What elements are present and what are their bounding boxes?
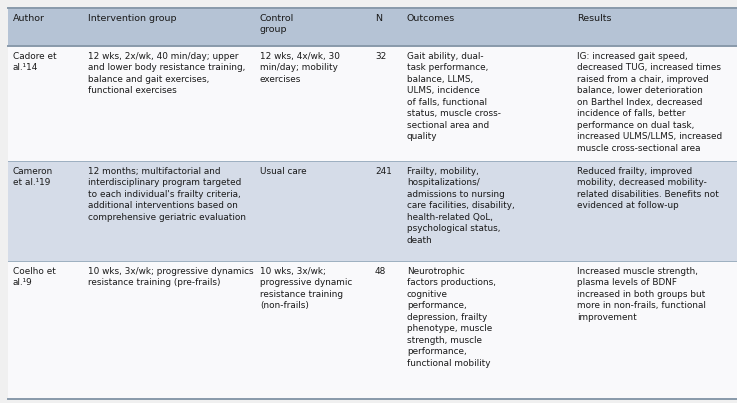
Bar xyxy=(8,261,737,399)
Bar xyxy=(8,46,737,161)
Text: Usual care: Usual care xyxy=(260,167,307,176)
Text: Neurotrophic
factors productions,
cognitive
performance,
depression, frailty
phe: Neurotrophic factors productions, cognit… xyxy=(407,267,496,368)
Text: 10 wks, 3x/wk; progressive dynamics
resistance training (pre-frails): 10 wks, 3x/wk; progressive dynamics resi… xyxy=(88,267,254,287)
Text: Gait ability, dual-
task performance,
balance, LLMS,
ULMS, incidence
of falls, f: Gait ability, dual- task performance, ba… xyxy=(407,52,501,141)
Text: Intervention group: Intervention group xyxy=(88,14,176,23)
Text: Frailty, mobility,
hospitalizations/
admissions to nursing
care facilities, disa: Frailty, mobility, hospitalizations/ adm… xyxy=(407,167,514,245)
Text: Cadore et
al.¹14: Cadore et al.¹14 xyxy=(13,52,57,73)
Text: Control
group: Control group xyxy=(260,14,294,34)
Bar xyxy=(8,8,737,46)
Text: 12 wks, 4x/wk, 30
min/day; mobility
exercises: 12 wks, 4x/wk, 30 min/day; mobility exer… xyxy=(260,52,340,84)
Text: Cameron
et al.¹19: Cameron et al.¹19 xyxy=(13,167,53,187)
Text: 241: 241 xyxy=(375,167,392,176)
Text: Outcomes: Outcomes xyxy=(407,14,455,23)
Text: Coelho et
al.¹9: Coelho et al.¹9 xyxy=(13,267,56,287)
Text: Increased muscle strength,
plasma levels of BDNF
increased in both groups but
mo: Increased muscle strength, plasma levels… xyxy=(577,267,706,322)
Bar xyxy=(8,161,737,261)
Text: Reduced frailty, improved
mobility, decreased mobility-
related disabilities. Be: Reduced frailty, improved mobility, decr… xyxy=(577,167,719,210)
Text: Results: Results xyxy=(577,14,612,23)
Text: 10 wks, 3x/wk;
progressive dynamic
resistance training
(non-frails): 10 wks, 3x/wk; progressive dynamic resis… xyxy=(260,267,352,310)
Text: 12 wks, 2x/wk, 40 min/day; upper
and lower body resistance training,
balance and: 12 wks, 2x/wk, 40 min/day; upper and low… xyxy=(88,52,245,96)
Text: 32: 32 xyxy=(375,52,386,61)
Text: IG: increased gait speed,
decreased TUG, increased times
raised from a chair, im: IG: increased gait speed, decreased TUG,… xyxy=(577,52,722,153)
Text: 12 months; multifactorial and
interdisciplinary program targeted
to each individ: 12 months; multifactorial and interdisci… xyxy=(88,167,246,222)
Text: 48: 48 xyxy=(375,267,386,276)
Text: Author: Author xyxy=(13,14,45,23)
Text: N: N xyxy=(375,14,382,23)
